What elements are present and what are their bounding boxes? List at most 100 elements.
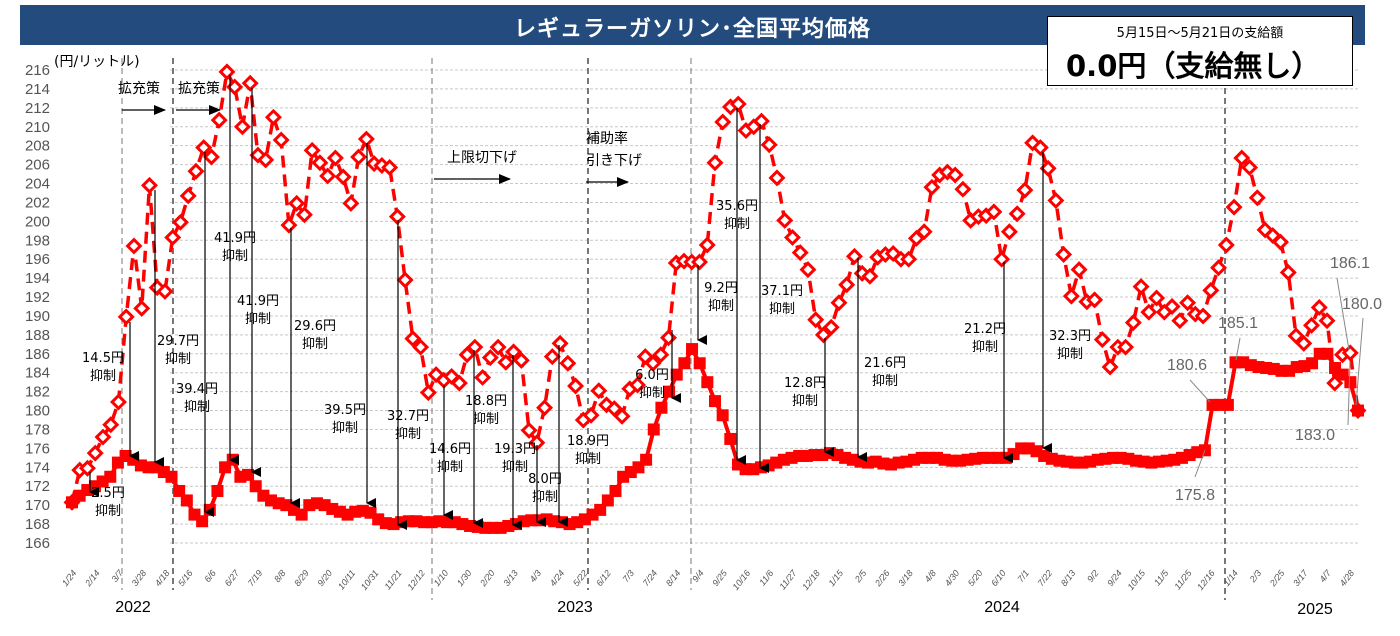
diamond-marker [1248, 189, 1266, 207]
suppression-amount: 14.5円 [82, 351, 124, 366]
x-tick-label: 7/22 [1036, 568, 1055, 588]
diamond-marker [543, 348, 561, 366]
diamond-marker [1016, 181, 1034, 199]
leader-line [1336, 277, 1350, 351]
diamond-marker [466, 338, 484, 356]
x-tick-label: 12/18 [800, 568, 822, 592]
diamond-marker [520, 421, 538, 439]
diamond-marker [1179, 294, 1197, 312]
value-label: 186.1 [1330, 255, 1370, 272]
suppression-label: 抑制 [972, 340, 998, 355]
x-tick-label: 9/25 [710, 567, 729, 588]
y-tick-label: 204 [25, 176, 50, 193]
y-tick-label: 210 [25, 119, 50, 136]
diamond-marker [388, 208, 406, 226]
diamond-marker [1241, 158, 1259, 176]
x-tick-label: 3/17 [1291, 567, 1310, 588]
diamond-marker [419, 384, 437, 402]
suppression-label: 抑制 [473, 412, 499, 427]
square-marker [601, 494, 614, 507]
x-tick-label: 2/5 [852, 567, 869, 585]
diamond-marker [264, 108, 282, 126]
diamond-marker [923, 178, 941, 196]
diamond-marker [1086, 291, 1104, 309]
square-marker [678, 357, 691, 370]
x-tick-label: 6/27 [223, 567, 242, 588]
diamond-marker [179, 187, 197, 205]
diamond-marker [1132, 278, 1150, 296]
diamond-marker [257, 151, 275, 169]
subsidy-period: 5月15日～5月21日の支給額 [1116, 26, 1284, 41]
diamond-marker [691, 253, 708, 271]
square-marker [502, 519, 515, 532]
suppression-amount: 35.6円 [716, 199, 758, 214]
suppression-label: 抑制 [95, 504, 121, 519]
diamond-marker [1225, 198, 1243, 216]
x-tick-label: 11/5 [1152, 567, 1171, 587]
suppression-label: 抑制 [708, 299, 734, 314]
diamond-marker [993, 250, 1011, 268]
square-marker [211, 484, 224, 497]
diamond-marker [799, 261, 817, 279]
x-tick-label: 12/12 [405, 568, 427, 592]
suppression-label: 抑制 [222, 249, 248, 264]
value-label: 175.8 [1175, 487, 1215, 504]
suppression-amount: 14.6円 [429, 442, 471, 457]
diamond-marker [195, 139, 213, 157]
diamond-marker [342, 194, 360, 212]
year-label: 2024 [984, 599, 1020, 616]
diamond-marker [559, 354, 577, 372]
diamond-marker [381, 158, 399, 176]
diamond-marker [334, 168, 352, 186]
diamond-marker [1272, 233, 1290, 251]
suppression-amount: 41.9円 [237, 294, 279, 309]
leader-line [1194, 449, 1206, 478]
diamond-marker [985, 203, 1003, 221]
diamond-marker [164, 228, 182, 246]
x-tick-label: 4/7 [1317, 567, 1333, 584]
suppression-amount: 41.9円 [214, 231, 256, 246]
y-tick-label: 188 [25, 327, 50, 344]
diamond-marker [125, 237, 143, 255]
x-tick-label: 2/25 [1267, 567, 1287, 589]
diamond-marker [714, 113, 732, 131]
suppression-label: 抑制 [575, 452, 601, 467]
diamond-marker [590, 382, 608, 400]
square-marker [686, 343, 699, 356]
diamond-marker [946, 166, 964, 184]
y-tick-label: 192 [25, 289, 50, 306]
x-tick-label: 1/24 [60, 568, 79, 588]
policy-note-text: 拡充策 [118, 80, 160, 97]
x-tick-label: 4/28 [1338, 568, 1357, 588]
suppression-label: 抑制 [639, 386, 665, 401]
square-marker [333, 505, 346, 518]
diamond-marker [954, 180, 972, 198]
diamond-marker [458, 346, 476, 364]
diamond-marker [729, 95, 747, 113]
suppression-label: 抑制 [332, 421, 358, 436]
leader-line [1347, 361, 1351, 426]
diamond-marker [357, 130, 375, 148]
diamond-marker [1062, 287, 1080, 305]
diamond-marker [86, 444, 104, 462]
year-label: 2025 [1297, 601, 1333, 618]
diamond-marker [1031, 139, 1049, 157]
policy-note-text: 拡充策 [178, 80, 220, 97]
diamond-marker [605, 400, 623, 418]
diamond-marker [1070, 261, 1088, 279]
diamond-marker [536, 399, 554, 417]
diamond-marker [567, 377, 585, 395]
diamond-marker [241, 74, 259, 92]
square-marker [226, 453, 239, 466]
x-tick-label: 10/16 [730, 568, 752, 592]
suppression-label: 抑制 [1057, 347, 1083, 362]
